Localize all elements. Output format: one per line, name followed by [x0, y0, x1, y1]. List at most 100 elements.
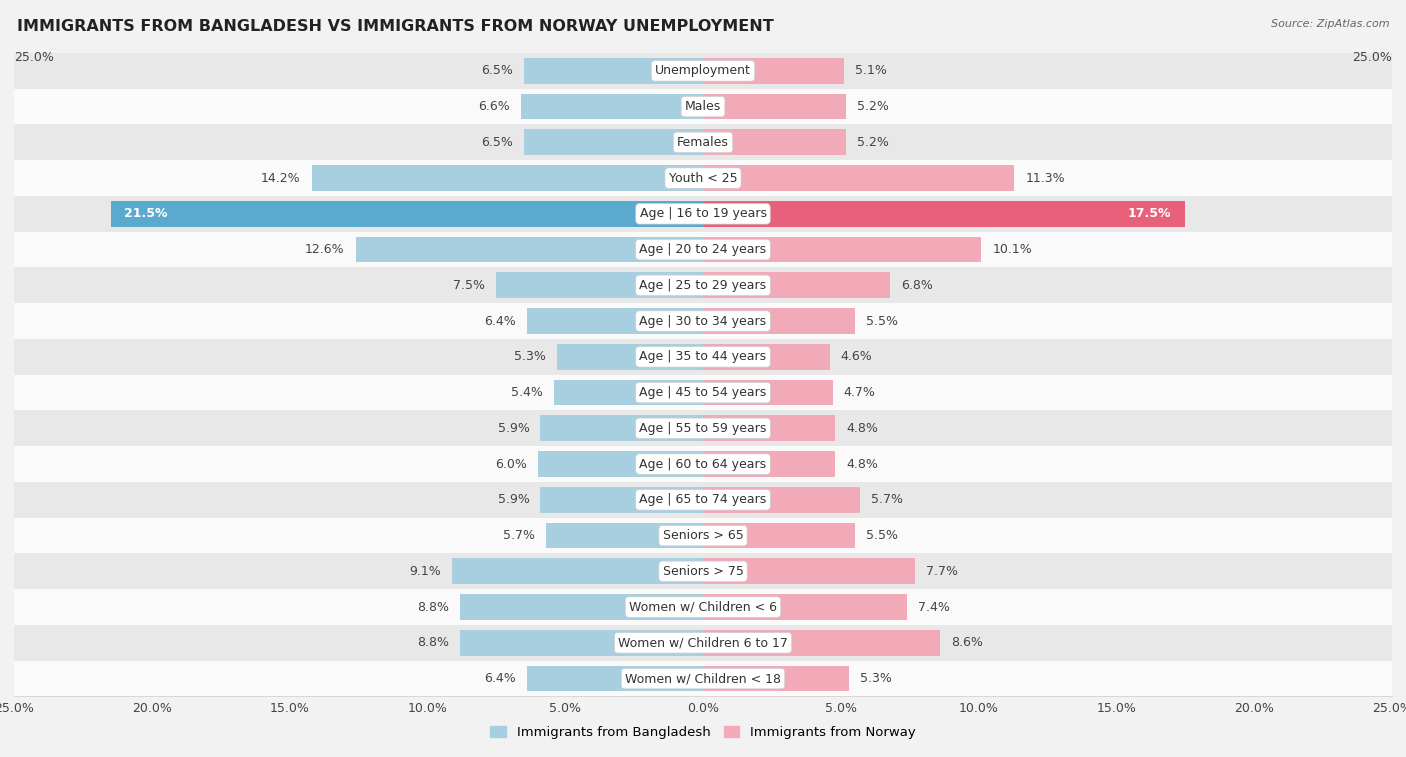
- Text: 10.1%: 10.1%: [993, 243, 1032, 256]
- Text: 4.8%: 4.8%: [846, 457, 879, 471]
- Bar: [312, 165, 703, 191]
- Text: 8.8%: 8.8%: [418, 637, 450, 650]
- Bar: [496, 273, 703, 298]
- Text: 5.3%: 5.3%: [860, 672, 891, 685]
- Text: 5.2%: 5.2%: [858, 136, 889, 149]
- Bar: [703, 344, 830, 369]
- Bar: [14, 196, 1392, 232]
- Bar: [14, 267, 1392, 304]
- Text: Males: Males: [685, 100, 721, 113]
- Bar: [524, 129, 703, 155]
- Bar: [703, 559, 915, 584]
- Text: 8.6%: 8.6%: [950, 637, 983, 650]
- Text: Age | 20 to 24 years: Age | 20 to 24 years: [640, 243, 766, 256]
- Text: Seniors > 75: Seniors > 75: [662, 565, 744, 578]
- Bar: [703, 58, 844, 84]
- Text: 7.7%: 7.7%: [927, 565, 959, 578]
- Bar: [14, 482, 1392, 518]
- Text: 17.5%: 17.5%: [1128, 207, 1171, 220]
- Text: 6.5%: 6.5%: [481, 64, 513, 77]
- Bar: [522, 94, 703, 120]
- Text: 8.8%: 8.8%: [418, 600, 450, 614]
- Text: 5.5%: 5.5%: [866, 529, 897, 542]
- Text: Youth < 25: Youth < 25: [669, 172, 737, 185]
- Bar: [14, 375, 1392, 410]
- Bar: [703, 522, 855, 548]
- Text: Women w/ Children < 18: Women w/ Children < 18: [626, 672, 780, 685]
- Bar: [14, 232, 1392, 267]
- Bar: [540, 416, 703, 441]
- Text: Age | 55 to 59 years: Age | 55 to 59 years: [640, 422, 766, 435]
- Text: 6.4%: 6.4%: [484, 315, 516, 328]
- Text: Source: ZipAtlas.com: Source: ZipAtlas.com: [1271, 19, 1389, 29]
- Text: Age | 60 to 64 years: Age | 60 to 64 years: [640, 457, 766, 471]
- Text: 6.6%: 6.6%: [478, 100, 510, 113]
- Text: 4.8%: 4.8%: [846, 422, 879, 435]
- Text: 6.4%: 6.4%: [484, 672, 516, 685]
- Bar: [14, 160, 1392, 196]
- Bar: [14, 661, 1392, 696]
- Text: 5.9%: 5.9%: [498, 494, 530, 506]
- Bar: [557, 344, 703, 369]
- Text: Women w/ Children 6 to 17: Women w/ Children 6 to 17: [619, 637, 787, 650]
- Bar: [461, 630, 703, 656]
- Bar: [14, 53, 1392, 89]
- Text: 6.8%: 6.8%: [901, 279, 934, 292]
- Bar: [356, 237, 703, 263]
- Bar: [14, 339, 1392, 375]
- Bar: [537, 451, 703, 477]
- Bar: [14, 589, 1392, 625]
- Text: 11.3%: 11.3%: [1025, 172, 1066, 185]
- Text: Seniors > 65: Seniors > 65: [662, 529, 744, 542]
- Bar: [703, 416, 835, 441]
- Text: 5.7%: 5.7%: [503, 529, 534, 542]
- Bar: [527, 665, 703, 691]
- Text: 5.3%: 5.3%: [515, 350, 546, 363]
- Bar: [524, 58, 703, 84]
- Bar: [703, 594, 907, 620]
- Text: Age | 35 to 44 years: Age | 35 to 44 years: [640, 350, 766, 363]
- Bar: [14, 446, 1392, 482]
- Text: 4.6%: 4.6%: [841, 350, 873, 363]
- Bar: [546, 522, 703, 548]
- Text: Age | 16 to 19 years: Age | 16 to 19 years: [640, 207, 766, 220]
- Text: 5.4%: 5.4%: [512, 386, 543, 399]
- Bar: [14, 410, 1392, 446]
- Text: Age | 45 to 54 years: Age | 45 to 54 years: [640, 386, 766, 399]
- Text: Age | 30 to 34 years: Age | 30 to 34 years: [640, 315, 766, 328]
- Bar: [453, 559, 703, 584]
- Bar: [527, 308, 703, 334]
- Text: Females: Females: [678, 136, 728, 149]
- Text: 7.5%: 7.5%: [453, 279, 485, 292]
- Bar: [703, 165, 1014, 191]
- Bar: [703, 273, 890, 298]
- Text: Unemployment: Unemployment: [655, 64, 751, 77]
- Bar: [14, 304, 1392, 339]
- Bar: [14, 89, 1392, 124]
- Bar: [14, 518, 1392, 553]
- Text: 25.0%: 25.0%: [14, 51, 53, 64]
- Text: Age | 25 to 29 years: Age | 25 to 29 years: [640, 279, 766, 292]
- Text: 5.2%: 5.2%: [858, 100, 889, 113]
- Bar: [703, 665, 849, 691]
- Bar: [14, 625, 1392, 661]
- Text: IMMIGRANTS FROM BANGLADESH VS IMMIGRANTS FROM NORWAY UNEMPLOYMENT: IMMIGRANTS FROM BANGLADESH VS IMMIGRANTS…: [17, 19, 773, 34]
- Bar: [703, 201, 1185, 227]
- Bar: [703, 94, 846, 120]
- Bar: [703, 630, 941, 656]
- Text: 6.5%: 6.5%: [481, 136, 513, 149]
- Text: 25.0%: 25.0%: [1353, 51, 1392, 64]
- Bar: [703, 451, 835, 477]
- Text: 5.9%: 5.9%: [498, 422, 530, 435]
- Text: Age | 65 to 74 years: Age | 65 to 74 years: [640, 494, 766, 506]
- Text: 9.1%: 9.1%: [409, 565, 441, 578]
- Text: Women w/ Children < 6: Women w/ Children < 6: [628, 600, 778, 614]
- Legend: Immigrants from Bangladesh, Immigrants from Norway: Immigrants from Bangladesh, Immigrants f…: [485, 721, 921, 745]
- Bar: [111, 201, 703, 227]
- Text: 14.2%: 14.2%: [262, 172, 301, 185]
- Text: 4.7%: 4.7%: [844, 386, 876, 399]
- Text: 5.5%: 5.5%: [866, 315, 897, 328]
- Text: 21.5%: 21.5%: [124, 207, 167, 220]
- Bar: [703, 237, 981, 263]
- Text: 7.4%: 7.4%: [918, 600, 950, 614]
